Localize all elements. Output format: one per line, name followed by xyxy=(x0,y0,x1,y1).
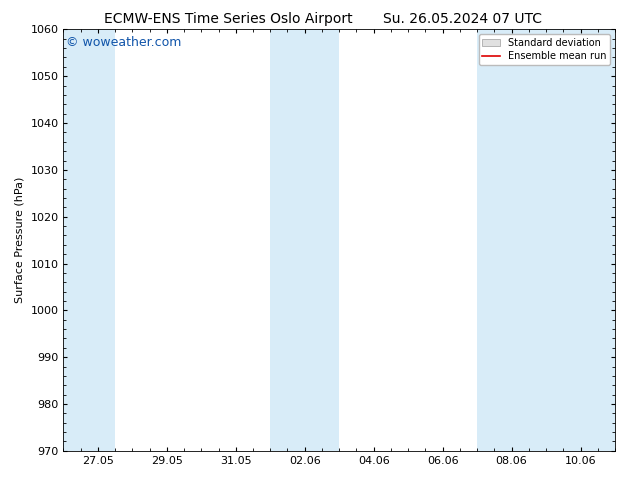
Bar xyxy=(63,29,115,451)
Text: ECMW-ENS Time Series Oslo Airport: ECMW-ENS Time Series Oslo Airport xyxy=(104,12,353,26)
Bar xyxy=(270,29,339,451)
Text: Su. 26.05.2024 07 UTC: Su. 26.05.2024 07 UTC xyxy=(384,12,542,26)
Legend: Standard deviation, Ensemble mean run: Standard deviation, Ensemble mean run xyxy=(479,34,610,65)
Y-axis label: Surface Pressure (hPa): Surface Pressure (hPa) xyxy=(15,177,25,303)
Bar xyxy=(477,29,615,451)
Text: © woweather.com: © woweather.com xyxy=(66,36,181,49)
